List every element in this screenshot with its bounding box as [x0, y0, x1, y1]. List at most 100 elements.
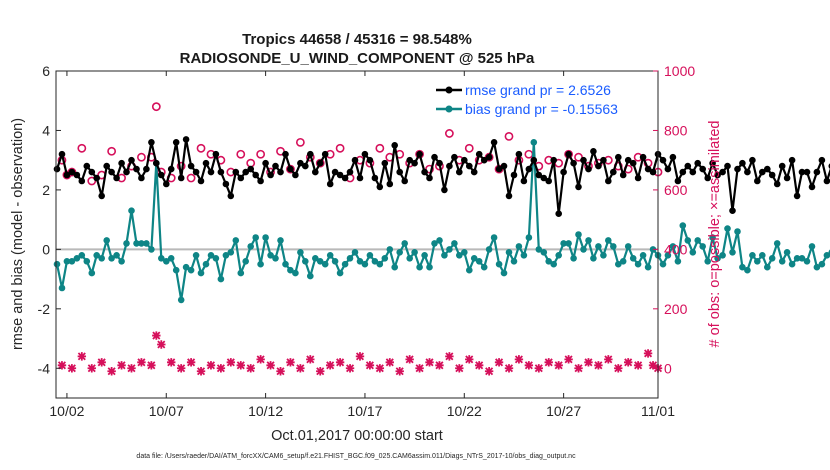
bias-point	[704, 258, 711, 265]
assimilated-count-point	[425, 358, 434, 367]
rmse-point	[798, 168, 806, 176]
bias-point	[182, 263, 190, 271]
rmse-point	[699, 165, 706, 173]
legend: rmse grand pr = 2.6526 bias grand pr = -…	[430, 78, 653, 122]
assimilated-count-point	[365, 361, 375, 370]
rmse-point	[217, 168, 225, 176]
rmse-point	[406, 156, 414, 164]
rmse-point	[565, 150, 572, 158]
possible-count-point	[444, 129, 454, 138]
rmse-point	[664, 165, 672, 173]
rmse-point	[803, 168, 811, 176]
bias-point	[217, 275, 225, 283]
possible-count-point	[295, 137, 305, 147]
rmse-point	[495, 165, 503, 173]
rmse-point	[163, 180, 170, 188]
rmse-point	[267, 171, 274, 179]
rmse-point	[639, 153, 647, 161]
rmse-point	[133, 165, 140, 173]
possible-count-point	[504, 131, 514, 141]
assimilated-count-point	[574, 364, 583, 373]
bias-point	[307, 272, 314, 280]
rmse-point	[515, 150, 523, 158]
series-layer	[53, 136, 830, 304]
left-tick-label: 2	[42, 182, 50, 198]
rmse-point	[416, 150, 423, 158]
rmse-point	[63, 171, 71, 179]
bias-point	[540, 249, 548, 256]
bias-point	[451, 240, 458, 247]
possible-count-point	[151, 102, 161, 112]
assimilated-count-point	[604, 355, 613, 364]
rmse-point	[510, 171, 518, 179]
bias-point	[321, 260, 329, 268]
assimilated-count-point	[544, 358, 553, 367]
rmse-point	[590, 148, 597, 155]
assimilated-count-point	[524, 361, 534, 370]
rmse-point	[411, 159, 418, 167]
rmse-point	[53, 165, 61, 173]
rmse-point	[371, 174, 379, 182]
bias-point	[699, 243, 706, 250]
assimilated-count-point	[127, 364, 136, 373]
rmse-point	[98, 192, 105, 200]
bias-point	[610, 243, 617, 250]
assimilated-count-point	[167, 358, 176, 367]
x-axis-label: Oct.01,2017 00:00:00 start	[271, 428, 443, 444]
assimilated-count-point	[633, 361, 643, 370]
rmse-point	[783, 174, 791, 182]
assimilated-count-point	[614, 364, 623, 373]
bias-point	[232, 237, 240, 244]
right-tick-label: 200	[664, 301, 688, 317]
bias-point	[535, 246, 543, 253]
rmse-point	[679, 168, 687, 176]
legend-box	[430, 78, 653, 122]
assimilated-count-point	[206, 361, 216, 370]
bias-point	[684, 237, 692, 244]
assimilated-count-point	[534, 364, 543, 373]
bias-point	[689, 249, 697, 256]
rmse-point	[490, 139, 498, 146]
bias-point	[495, 260, 503, 268]
bias-point	[659, 260, 667, 268]
assimilated-count-point	[345, 364, 355, 373]
rmse-point	[391, 142, 399, 149]
bias-point	[605, 237, 612, 244]
bias-point	[88, 269, 96, 277]
rmse-point	[436, 159, 443, 167]
bias-point	[560, 240, 567, 247]
rmse-point	[525, 165, 533, 173]
bias-point	[197, 269, 205, 277]
rmse-point	[351, 156, 359, 164]
assimilated-count-point	[623, 358, 633, 367]
rmse-point	[247, 165, 254, 173]
assimilated-count-point	[57, 361, 67, 370]
rmse-point	[396, 168, 404, 176]
rmse-point	[366, 156, 374, 164]
rmse-point	[451, 153, 458, 161]
rmse-point	[555, 210, 562, 217]
rmse-point	[277, 168, 284, 176]
right-tick-label: 800	[664, 122, 688, 138]
bias-point	[803, 258, 811, 265]
bias-point	[356, 258, 364, 265]
rmse-point	[456, 168, 463, 176]
bias-point	[773, 240, 781, 247]
bias-point	[257, 260, 264, 268]
rmse-point	[744, 168, 751, 176]
bias-point	[282, 260, 289, 268]
bias-point	[227, 249, 235, 256]
bias-point	[212, 254, 220, 262]
rmse-point	[143, 165, 150, 173]
assimilated-count-point	[445, 352, 454, 361]
bias-point	[113, 252, 120, 259]
rmse-point	[764, 165, 771, 173]
bias-point	[421, 252, 428, 259]
bias-point	[669, 243, 677, 250]
bias-point	[590, 254, 597, 262]
bias-point	[764, 263, 771, 271]
rmse-point	[446, 162, 453, 170]
rmse-point	[629, 159, 637, 167]
bias-point	[128, 207, 135, 214]
bias-point	[73, 254, 81, 262]
